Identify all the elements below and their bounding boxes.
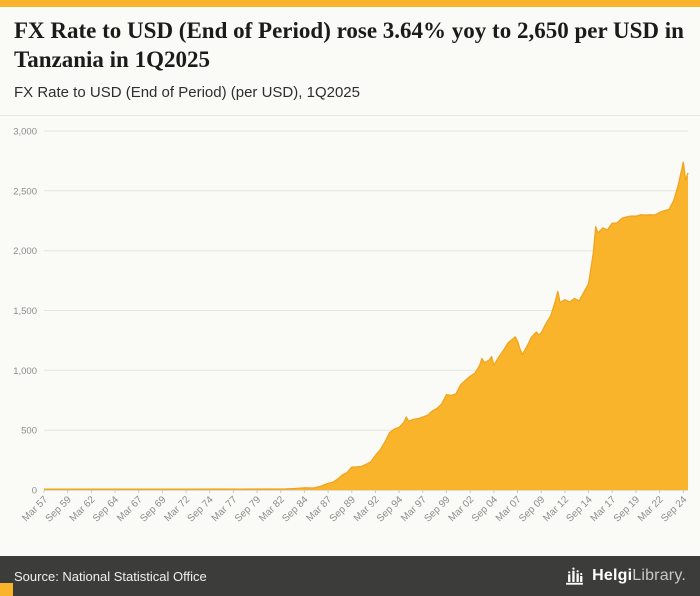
x-tick-label: Sep 79 — [233, 494, 263, 524]
library-building-icon — [566, 567, 583, 585]
line-series — [44, 161, 689, 490]
y-tick-label: 2,500 — [13, 186, 37, 197]
chart-header: FX Rate to USD (End of Period) rose 3.64… — [0, 7, 700, 116]
x-tick-label: Sep 19 — [612, 494, 642, 524]
accent-top-bar — [0, 0, 700, 7]
area-series — [44, 162, 688, 490]
x-tick-label: Sep 89 — [328, 494, 358, 524]
logo-text-helgi: Helgi — [592, 567, 633, 584]
footer-bar: Source: National Statistical Office Helg… — [0, 556, 700, 596]
y-tick-label: 0 — [32, 486, 37, 497]
y-tick-label: 500 — [21, 426, 37, 437]
helgi-library-logo: HelgiLibrary. — [564, 566, 686, 587]
y-tick-label: 1,000 — [13, 366, 37, 377]
x-tick-label: Sep 24 — [659, 494, 689, 524]
logo-text-period: . — [681, 567, 686, 584]
y-tick-label: 2,000 — [13, 246, 37, 257]
x-tick-label: Sep 84 — [280, 494, 310, 524]
accent-corner-square — [0, 583, 13, 596]
y-tick-label: 3,000 — [13, 127, 37, 138]
x-tick-label: Sep 94 — [375, 494, 405, 524]
source-label: Source: National Statistical Office — [14, 568, 207, 584]
chart-subtitle: FX Rate to USD (End of Period) (per USD)… — [14, 83, 360, 101]
x-tick-label: Sep 04 — [470, 494, 500, 524]
chart-title: FX Rate to USD (End of Period) rose 3.64… — [14, 18, 684, 72]
chart-area: 0 500 1,000 1,500 2,000 2,500 3,000 Mar 57 Sep 5… — [0, 116, 700, 552]
y-tick-label: 1,500 — [13, 306, 37, 317]
x-tick-label: Sep 74 — [186, 494, 216, 524]
x-tick-label: Sep 69 — [138, 494, 168, 524]
x-tick-label: Sep 64 — [91, 494, 121, 524]
logo-text-library: Library — [632, 567, 682, 584]
x-tick-label: Sep 14 — [565, 494, 595, 524]
logo-text: HelgiLibrary. — [592, 567, 686, 585]
x-tick-label: Sep 99 — [422, 494, 452, 524]
x-tick-label: Sep 59 — [44, 494, 74, 524]
x-tick-label: Sep 09 — [517, 494, 547, 524]
